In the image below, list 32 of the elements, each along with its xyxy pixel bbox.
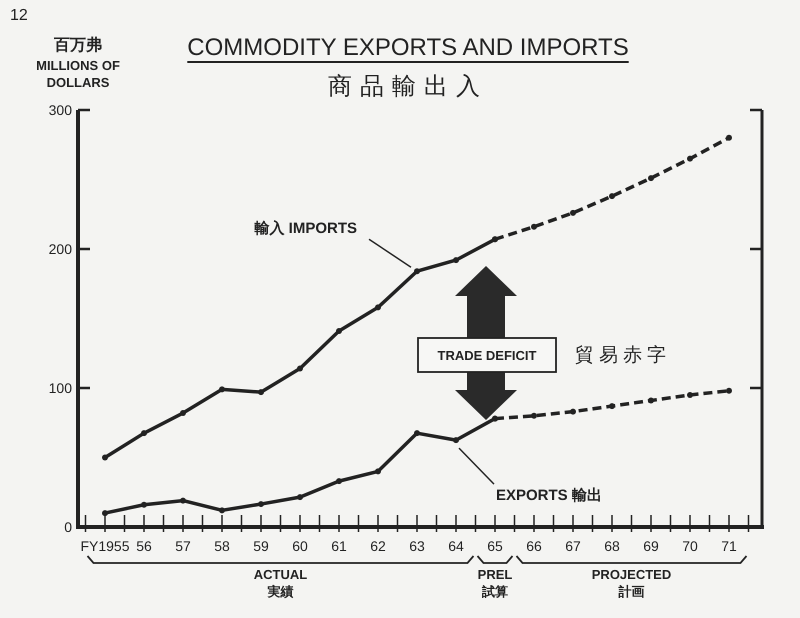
x-tick-label: 71 [721,538,737,554]
text: PROJECTED 計画 [592,567,672,599]
chart-title: COMMODITY EXPORTS AND IMPORTS [187,34,629,61]
x-tick-label: 56 [136,538,152,554]
text: PREL 試算 [478,567,512,599]
x-tick-label: 61 [331,538,347,554]
x-tick-label: 62 [370,538,386,554]
x-tick-label: 60 [292,538,308,554]
x-tick-label: 58 [214,538,230,554]
annotation: 貿易赤字 [575,344,671,366]
x-tick-label: 67 [565,538,581,554]
x-tick-label: 57 [175,538,191,554]
x-tick-label: 70 [682,538,698,554]
y-tick-label: 200 [48,241,72,257]
y-tick-label: 300 [48,102,72,118]
x-tick-label: 69 [643,538,659,554]
text: ACTUAL 実績 [254,567,308,599]
y-axis-title: 百万弗 MILLIONS OF DOLLARS [36,36,120,90]
annotation: TRADE DEFICIT [438,348,537,363]
text: 輸入 IMPORTS [253,220,357,238]
x-tick-label: 65 [487,538,503,554]
x-tick-label: 59 [253,538,269,554]
x-tick-label: FY1955 [80,538,130,554]
x-tick-label: 66 [526,538,542,554]
x-tick-label: 68 [604,538,620,554]
y-tick-label: 0 [64,519,72,535]
y-tick-label: 100 [48,380,72,396]
text: 12 [10,7,28,24]
chart-subtitle: 商品輸出入 [328,73,488,100]
x-tick-label: 64 [448,538,464,554]
text: EXPORTS 輸出 [496,487,602,504]
x-tick-label: 63 [409,538,425,554]
